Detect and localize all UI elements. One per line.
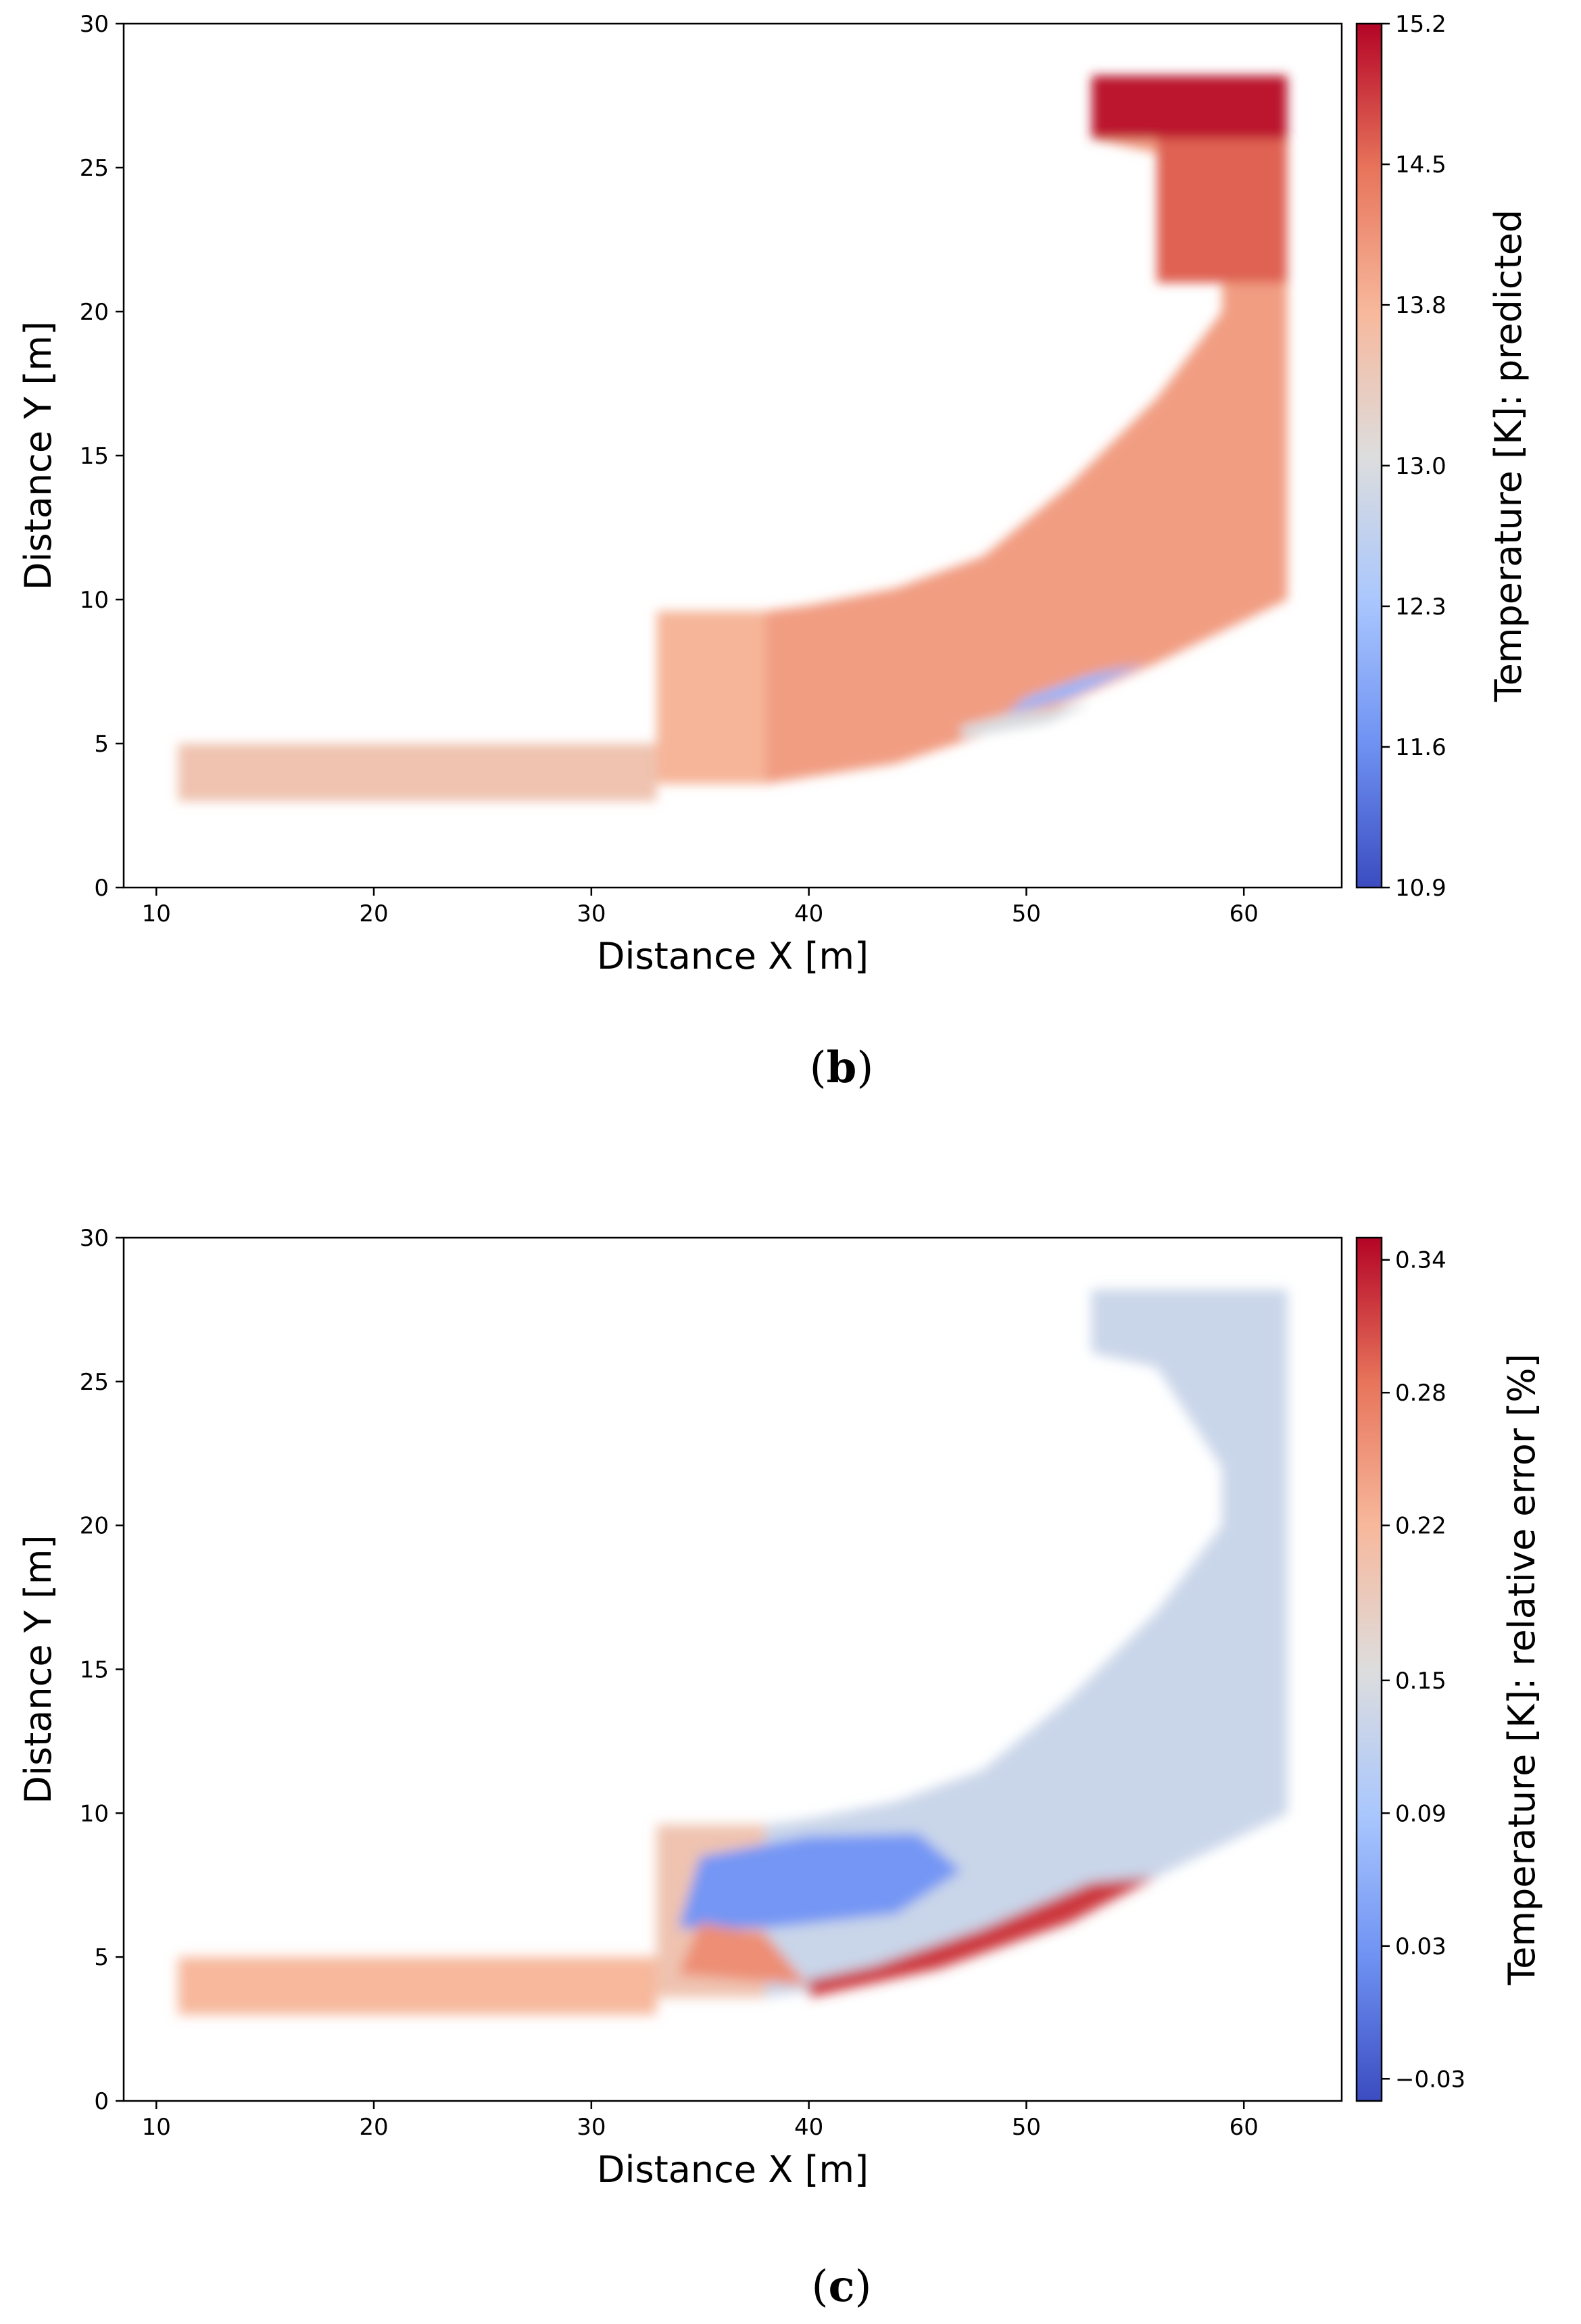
region-top-gradient <box>1157 139 1288 283</box>
colorbar-tick-label: −0.03 <box>1395 2066 1465 2093</box>
x-tick-label: 40 <box>794 2114 823 2141</box>
colorbar-label: Temperature [K]: predicted <box>1487 210 1530 702</box>
x-tick-label: 40 <box>794 900 823 927</box>
y-axis-label: Distance Y [m] <box>17 321 59 590</box>
colorbar-frame <box>1355 1236 1383 2102</box>
region-middle-block <box>656 611 766 784</box>
x-tick-label: 20 <box>359 900 388 927</box>
colorbar-tick-label: 15.2 <box>1395 11 1446 38</box>
y-tick-label: 5 <box>94 1944 109 1971</box>
colorbar-tick-label: 0.34 <box>1395 1247 1446 1274</box>
x-tick-label: 30 <box>577 900 606 927</box>
chart-predicted-temperature: 10 20 30 40 50 60 0 5 10 15 20 25 30 Distance X [m] Di… <box>17 11 1530 977</box>
panel-label-c: (c) <box>812 2261 872 2312</box>
colorbar-tick-label: 11.6 <box>1395 734 1446 761</box>
colorbar-tick-label: 0.22 <box>1395 1513 1446 1540</box>
colorbar <box>1357 24 1382 888</box>
region-cool-wake <box>1004 662 1146 715</box>
x-tick-label: 60 <box>1230 900 1259 927</box>
region-lower-channel <box>178 1957 657 2015</box>
x-tick-label: 20 <box>359 2114 388 2141</box>
x-tick-label: 60 <box>1230 2114 1259 2141</box>
y-tick-label: 5 <box>94 731 109 758</box>
panel-label-b-letter: b <box>827 1042 857 1093</box>
y-tick-label: 10 <box>80 587 109 614</box>
colorbar-label: Temperature [K]: relative error [%] <box>1501 1353 1543 1985</box>
y-axis-label: Distance Y [m] <box>17 1534 59 1803</box>
y-tick-label: 15 <box>80 1657 109 1684</box>
colorbar-tick-label: 10.9 <box>1395 875 1446 902</box>
x-tick-label: 50 <box>1012 2114 1041 2141</box>
region-hot-edge <box>808 1877 1157 1998</box>
heatmap-field <box>178 75 1288 802</box>
panel-label-c-letter: c <box>829 2261 855 2312</box>
colorbar-frame <box>1355 22 1383 889</box>
region-warm-mix <box>678 1922 809 1986</box>
region-lower-channel <box>178 744 657 802</box>
y-tick-label: 25 <box>80 1369 109 1396</box>
y-tick-label: 10 <box>80 1800 109 1827</box>
y-tick-label: 30 <box>80 1225 109 1252</box>
colorbar-tick-label: 0.03 <box>1395 1933 1446 1960</box>
x-tick-label: 10 <box>142 2114 171 2141</box>
y-tick-label: 0 <box>94 2088 109 2115</box>
y-tick-label: 0 <box>94 875 109 902</box>
x-axis-label: Distance X [m] <box>597 935 869 977</box>
colorbar-tick-label: 12.3 <box>1395 594 1446 621</box>
colorbar-tick-label: 14.5 <box>1395 151 1446 178</box>
region-cold-pocket <box>678 1833 961 1929</box>
chart-relative-error: 10 20 30 40 50 60 0 5 10 15 20 25 30 Distance X [m] Di… <box>17 1225 1543 2191</box>
x-tick-label: 30 <box>577 2114 606 2141</box>
x-tick-label: 10 <box>142 900 171 927</box>
region-top-block <box>1091 75 1288 139</box>
x-tick-label: 50 <box>1012 900 1041 927</box>
y-tick-label: 15 <box>80 443 109 470</box>
y-tick-label: 20 <box>80 299 109 326</box>
colorbar-tick-label: 0.15 <box>1395 1668 1446 1695</box>
colorbar <box>1357 1238 1382 2101</box>
region-upper-curved-band <box>765 1289 1288 1998</box>
region-upper-curved-band <box>765 75 1288 784</box>
colorbar-tick-label: 0.09 <box>1395 1800 1446 1827</box>
colorbar-tick-label: 13.0 <box>1395 453 1446 480</box>
panel-label-b: (b) <box>810 1042 874 1093</box>
colorbar-tick-label: 13.8 <box>1395 292 1446 319</box>
y-tick-label: 30 <box>80 11 109 38</box>
colorbar-tick-label: 0.28 <box>1395 1380 1446 1407</box>
y-tick-label: 20 <box>80 1513 109 1540</box>
region-neutral-edge <box>960 703 1092 738</box>
y-tick-label: 25 <box>80 155 109 182</box>
heatmap-field <box>178 1289 1288 2015</box>
x-axis-label: Distance X [m] <box>597 2148 869 2191</box>
